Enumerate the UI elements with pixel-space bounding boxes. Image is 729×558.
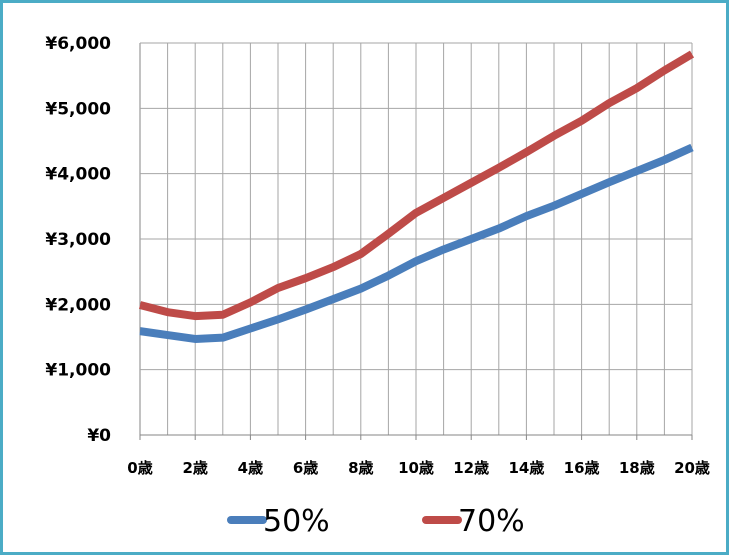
x-tick-label: 0歳 (127, 459, 152, 477)
x-tick-label: 8歳 (348, 459, 373, 477)
x-tick-label: 18歳 (619, 459, 655, 477)
y-tick-label: ¥2,000 (45, 295, 111, 315)
x-axis-ticks: 0歳 2歳 4歳 6歳 8歳 10歳 12歳 14歳 16歳 18歳 20歳 (127, 459, 710, 477)
x-tick-label: 12歳 (453, 459, 489, 477)
series-line-70pct (138, 50, 695, 321)
x-tick-label: 6歳 (293, 459, 318, 477)
line-chart: ¥0 ¥1,000 ¥2,000 ¥3,000 ¥4,000 ¥5,000 ¥6,000 0… (45, 34, 710, 539)
x-tick-label: 16歳 (564, 459, 600, 477)
legend: 50% 70% (227, 504, 525, 539)
x-tick-label: 20歳 (674, 459, 710, 477)
y-tick-label: ¥0 (87, 426, 111, 446)
x-tick-label: 14歳 (508, 459, 544, 477)
y-tick-label: ¥5,000 (45, 99, 111, 119)
legend-label: 70% (458, 504, 525, 539)
series-line-50pct (139, 143, 694, 343)
y-tick-label: ¥1,000 (45, 361, 111, 381)
x-tick-label: 2歳 (182, 459, 207, 477)
x-tick-label: 4歳 (238, 459, 263, 477)
x-tick-label: 10歳 (398, 459, 434, 477)
y-tick-label: ¥6,000 (45, 34, 111, 54)
y-tick-label: ¥3,000 (45, 230, 111, 250)
y-axis-ticks: ¥0 ¥1,000 ¥2,000 ¥3,000 ¥4,000 ¥5,000 ¥6,000 (45, 34, 111, 446)
legend-label: 50% (263, 504, 330, 539)
series-lines (138, 50, 695, 343)
y-tick-label: ¥4,000 (45, 165, 111, 185)
